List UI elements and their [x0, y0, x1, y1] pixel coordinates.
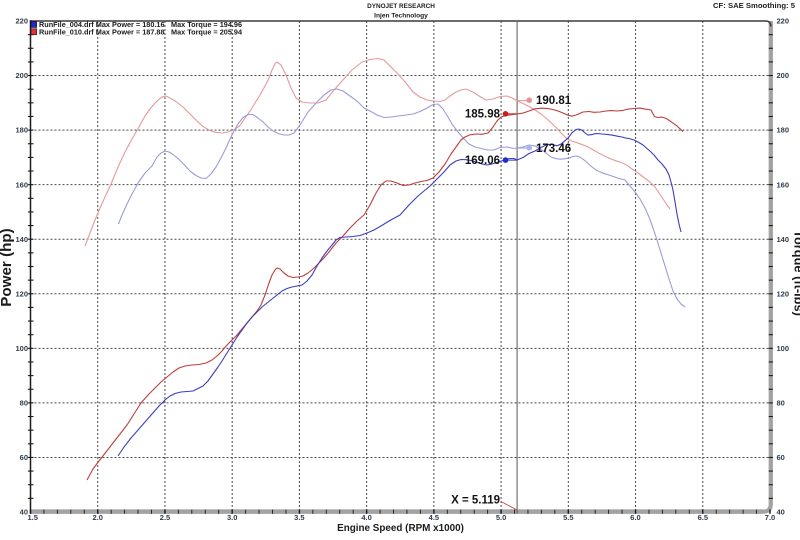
svg-text:160: 160	[15, 180, 28, 189]
svg-text:185.98: 185.98	[465, 109, 501, 121]
svg-text:1.5: 1.5	[27, 513, 37, 522]
svg-text:Engine Speed (RPM x1000): Engine Speed (RPM x1000)	[337, 523, 464, 534]
svg-text:80: 80	[20, 399, 28, 408]
svg-text:RunFile_010.drf Max Power = 18: RunFile_010.drf Max Power = 187.88	[39, 27, 165, 36]
svg-text:2.5: 2.5	[160, 513, 170, 522]
svg-text:220: 220	[15, 17, 28, 26]
svg-text:40: 40	[777, 508, 785, 517]
svg-text:CF: SAE Smoothing: 5: CF: SAE Smoothing: 5	[713, 1, 796, 10]
svg-text:4.5: 4.5	[429, 513, 439, 522]
svg-text:120: 120	[15, 289, 28, 298]
svg-text:140: 140	[777, 235, 790, 244]
svg-text:60: 60	[777, 453, 785, 462]
svg-text:5.0: 5.0	[496, 513, 506, 522]
svg-text:Power (hp): Power (hp)	[0, 228, 15, 306]
svg-text:6.0: 6.0	[630, 513, 640, 522]
svg-text:3.0: 3.0	[227, 513, 237, 522]
svg-text:200: 200	[777, 71, 790, 80]
svg-text:X = 5.119: X = 5.119	[451, 495, 500, 507]
svg-text:7.0: 7.0	[765, 513, 775, 522]
svg-text:180: 180	[777, 126, 790, 135]
svg-text:DYNOJET RESEARCH: DYNOJET RESEARCH	[367, 3, 435, 10]
svg-text:140: 140	[15, 235, 28, 244]
svg-text:180: 180	[15, 126, 28, 135]
svg-text:4.0: 4.0	[361, 513, 371, 522]
svg-text:160: 160	[777, 180, 790, 189]
svg-text:100: 100	[15, 344, 28, 353]
svg-text:3.5: 3.5	[294, 513, 304, 522]
svg-text:200: 200	[15, 71, 28, 80]
svg-text:80: 80	[777, 399, 785, 408]
svg-text:2.0: 2.0	[92, 513, 102, 522]
svg-text:5.5: 5.5	[563, 513, 573, 522]
svg-text:173.46: 173.46	[536, 143, 571, 155]
svg-text:100: 100	[777, 344, 790, 353]
svg-text:120: 120	[777, 289, 790, 298]
svg-text:169.06: 169.06	[465, 155, 500, 167]
svg-text:Torque (ft-lbs): Torque (ft-lbs)	[792, 230, 800, 316]
svg-text:Injen Technology: Injen Technology	[374, 12, 428, 19]
svg-text:190.81: 190.81	[536, 95, 572, 107]
svg-text:Max Torque = 205.94: Max Torque = 205.94	[171, 27, 243, 36]
svg-text:6.5: 6.5	[698, 513, 708, 522]
svg-text:60: 60	[20, 453, 28, 462]
svg-text:220: 220	[777, 17, 790, 26]
